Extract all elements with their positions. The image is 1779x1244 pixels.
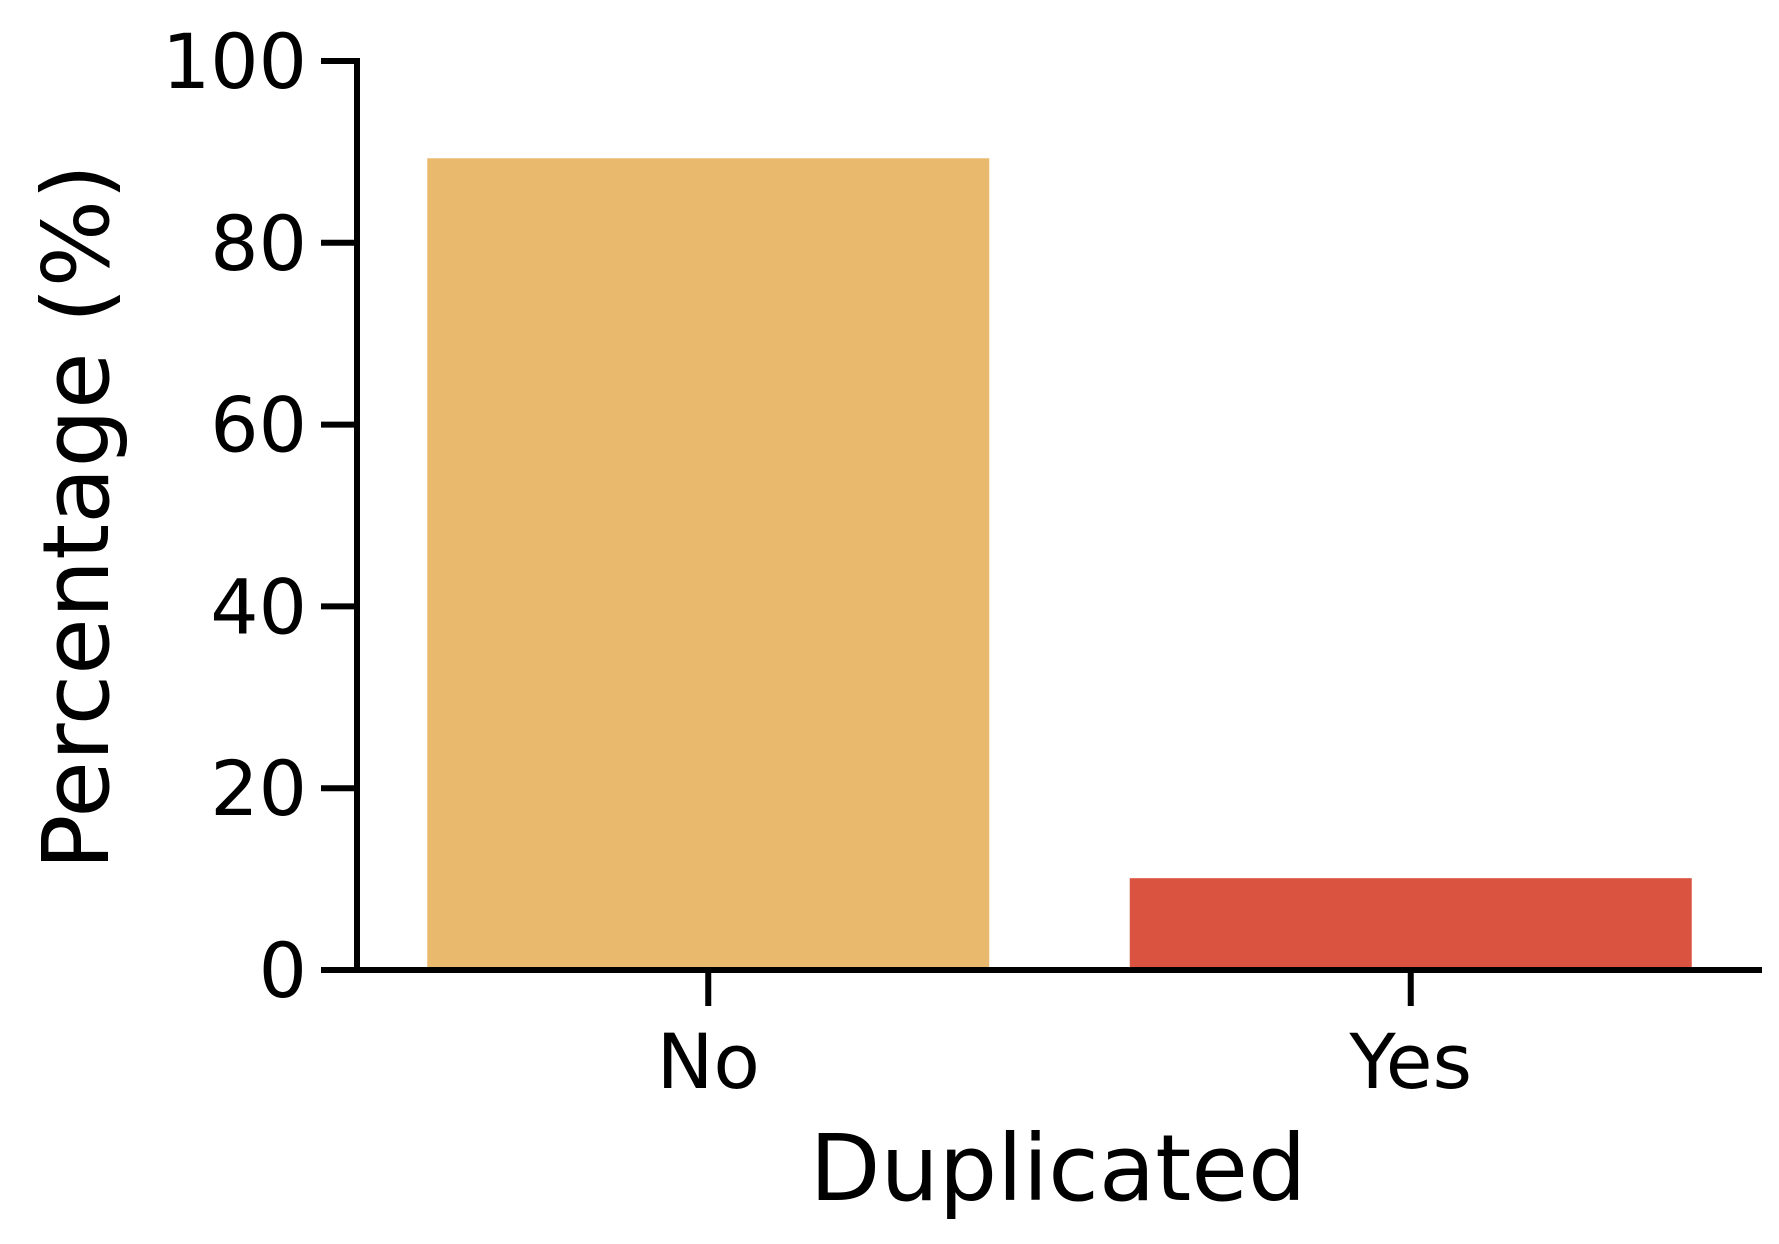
y-axis-ticks: 0 20 40 60 80 100	[162, 17, 357, 1015]
x-axis-ticks: No Yes	[657, 970, 1472, 1106]
bars-group	[427, 158, 1692, 970]
bar-no	[427, 158, 990, 970]
y-tick-label: 80	[210, 199, 307, 288]
y-tick-label: 0	[259, 926, 307, 1015]
y-tick-label: 60	[210, 381, 307, 470]
y-tick-label: 40	[210, 562, 307, 651]
x-tick-label: Yes	[1348, 1017, 1472, 1106]
x-tick-label: No	[657, 1017, 760, 1106]
x-axis-label: Duplicated	[810, 1115, 1307, 1222]
y-axis-label: Percentage (%)	[23, 164, 130, 870]
y-tick-label: 100	[162, 17, 307, 106]
bar-yes	[1129, 878, 1692, 970]
y-tick-label: 20	[210, 744, 307, 833]
